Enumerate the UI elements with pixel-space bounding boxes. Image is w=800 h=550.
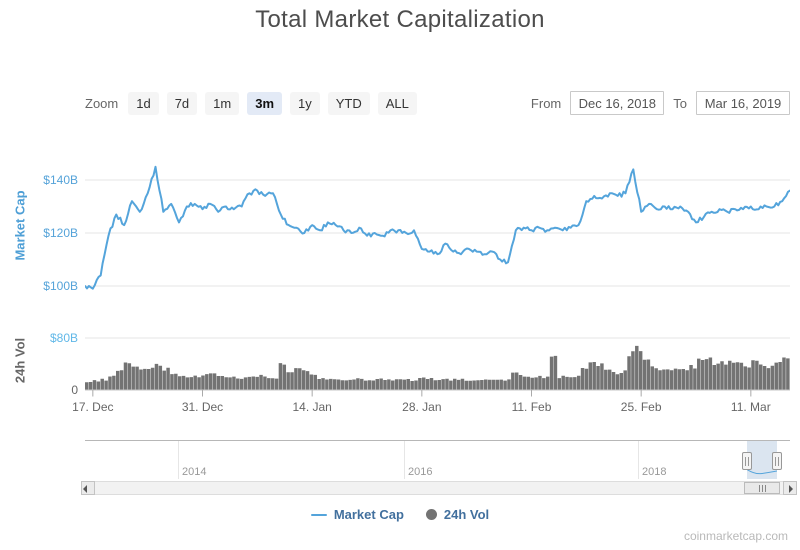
date-range-inputs: From To [522,91,790,115]
x-tick-label: 11. Mar [730,400,771,414]
zoom-label: Zoom [85,95,119,111]
line-symbol-icon [310,513,327,516]
range-navigator[interactable]: 2014 2016 2018 [85,440,790,479]
navigator-year-label: 2018 [642,466,667,478]
circle-symbol-icon [425,509,437,520]
chart-toolbar: Zoom 1d 7d 1m 3m 1y YTD ALL From To [85,90,790,116]
market-cap-axis-title: Market Cap [12,190,28,261]
y-tick-label: $140B [43,173,78,187]
scroll-left-arrow-icon [83,485,87,493]
zoom-button-1m[interactable]: 1m [205,91,240,115]
zoom-button-ytd[interactable]: YTD [327,91,370,115]
market-cap-line-chart[interactable] [85,152,790,300]
to-label: To [673,95,687,111]
zoom-button-all[interactable]: ALL [377,91,417,115]
zoom-button-7d[interactable]: 7d [166,91,198,115]
navigator-year-label: 2014 [182,466,207,478]
scroll-right-arrow-icon [789,485,793,493]
x-axis-labels: 17. Dec 31. Dec 14. Jan 28. Jan 11. Feb 25. F… [72,400,790,416]
y-tick-label: $120B [43,226,78,240]
legend-item-market-cap[interactable]: Market Cap [310,507,404,522]
y-tick-label: $80B [49,331,78,345]
chart-legend: Market Cap 24h Vol [0,507,800,522]
zoom-button-3m[interactable]: 3m [247,91,283,115]
legend-label: 24h Vol [443,507,490,522]
navigator-gridline [404,441,405,479]
watermark: coinmarketcap.com [683,529,788,543]
y-tick-label: 0 [71,383,78,397]
x-tick-label: 31. Dec [181,400,224,414]
zoom-range-selector: Zoom 1d 7d 1m 3m 1y YTD ALL [85,91,425,115]
volume-axis-title: 24h Vol [12,337,28,384]
from-date-input[interactable] [570,91,665,115]
page-title: Total Market Capitalization [255,6,545,33]
x-tick-label: 25. Feb [620,400,662,414]
scrollbar-thumb[interactable] [744,482,780,494]
navigator-right-handle-icon[interactable] [772,452,782,470]
to-date-input[interactable] [696,91,790,115]
navigator-gridline [178,441,179,479]
legend-item-24h-vol[interactable]: 24h Vol [425,507,490,522]
scroll-right-button[interactable] [783,481,797,495]
zoom-button-1y[interactable]: 1y [290,91,320,115]
zoom-buttons: 1d 7d 1m 3m 1y YTD ALL [128,91,425,115]
scroll-left-button[interactable] [81,481,95,495]
legend-label: Market Cap [333,507,404,522]
navigator-year-label: 2016 [408,466,433,478]
y-tick-label: $100B [43,279,78,293]
x-tick-label: 11. Feb [511,400,552,414]
navigator-series-line [747,469,777,475]
from-label: From [530,95,562,111]
navigator-gridline [638,441,639,479]
x-tick-label: 14. Jan [292,400,332,414]
x-tick-label: 28. Jan [402,400,442,414]
zoom-button-1d[interactable]: 1d [128,91,159,115]
volume-bar-chart[interactable] [85,330,790,398]
navigator-left-handle-icon[interactable] [742,452,752,470]
navigator-selected-range[interactable] [742,441,782,479]
chart-scrollbar[interactable] [81,481,797,495]
x-tick-label: 17. Dec [72,400,114,414]
